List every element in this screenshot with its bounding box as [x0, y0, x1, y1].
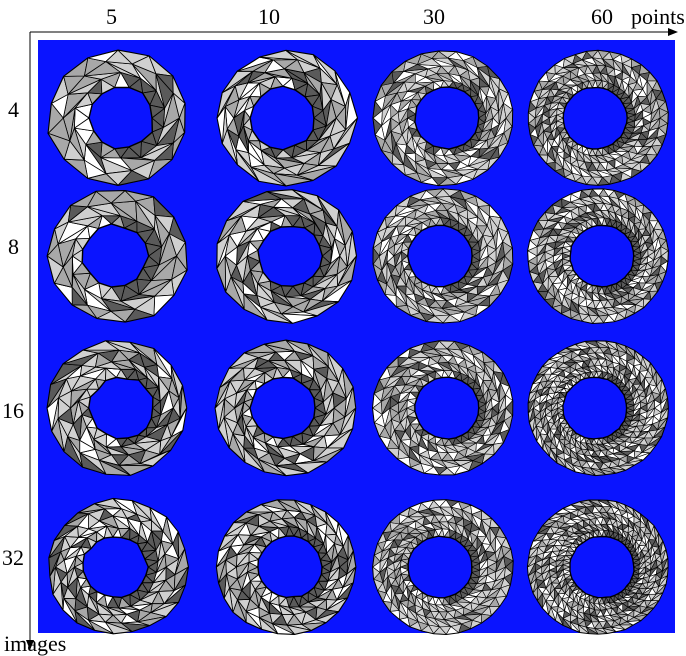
torus-mesh-5-points-4-images [47, 49, 186, 186]
mesh-triangle [178, 102, 186, 134]
torus-mesh-10-points-8-images [216, 189, 358, 324]
torus-hole [414, 86, 480, 150]
torus-hole [88, 86, 154, 150]
torus-hole [257, 225, 324, 287]
torus-mesh-30-points-4-images [372, 50, 514, 187]
column-label-10: 10 [258, 4, 280, 29]
row-label-4: 4 [8, 97, 19, 122]
mesh-triangle [346, 230, 357, 268]
row-label-8: 8 [8, 234, 19, 259]
torus-hole [81, 223, 150, 288]
mesh-triangle [505, 109, 513, 127]
points-axis-arrow [668, 28, 678, 36]
column-label-30: 30 [423, 4, 445, 29]
torus-hole [562, 86, 628, 150]
points-axis-label: points [631, 4, 685, 29]
torus-mesh-60-points-4-images [527, 49, 669, 186]
torus-mesh-5-points-8-images [46, 190, 188, 323]
mesh-triangle [176, 241, 188, 271]
column-label-5: 5 [106, 4, 117, 29]
row-label-16: 16 [2, 398, 24, 423]
images-axis-label: images [4, 631, 67, 656]
torus-mesh-30-points-8-images [372, 188, 514, 324]
row-label-32: 32 [2, 545, 24, 570]
mesh-triangle [659, 112, 669, 124]
torus-hole [249, 85, 315, 151]
mesh-triangle [345, 92, 358, 131]
column-label-60: 60 [591, 4, 613, 29]
torus-mesh-10-points-4-images [216, 49, 359, 187]
